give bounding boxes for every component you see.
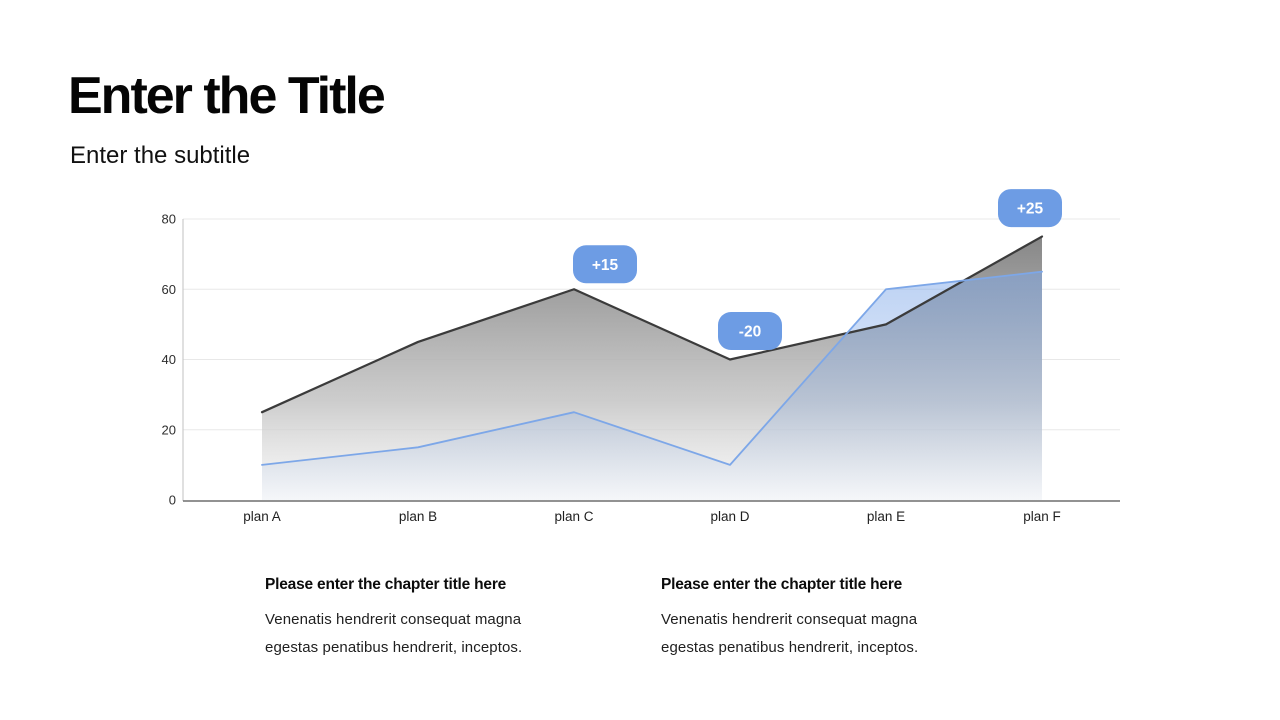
annotation-badge-label: +25 bbox=[1017, 201, 1044, 218]
y-axis-tick-label: 40 bbox=[162, 352, 176, 367]
x-axis-category-label: plan D bbox=[710, 509, 749, 524]
chapter-body-line: egestas penatibus hendrerit, inceptos. bbox=[265, 639, 523, 656]
gray-series-line bbox=[260, 235, 1044, 414]
chapter-block-2: Please enter the chapter title here Vene… bbox=[661, 576, 1021, 662]
annotation-badge-label: -20 bbox=[739, 324, 761, 341]
page-title: Enter the Title bbox=[68, 67, 386, 125]
annotation-badge-background bbox=[573, 245, 637, 284]
annotation-badge: -20 bbox=[718, 312, 782, 350]
y-axis-labels: 0 20 40 60 80 bbox=[162, 212, 176, 508]
x-axis-labels: plan A plan B plan C plan D plan E plan F bbox=[243, 509, 1061, 524]
annotation-badge-label: +15 bbox=[592, 257, 619, 274]
chapter-body-line: Venenatis hendrerit consequat magna bbox=[661, 611, 918, 628]
chapter-body-line: egestas penatibus hendrerit, inceptos. bbox=[661, 639, 919, 656]
x-axis-category-label: plan C bbox=[554, 509, 593, 524]
chapter-title: Please enter the chapter title here bbox=[265, 576, 507, 593]
x-axis-category-label: plan A bbox=[243, 509, 281, 524]
blue-series-line bbox=[261, 270, 1043, 466]
y-axis-tick-label: 0 bbox=[169, 493, 176, 508]
x-axis-category-label: plan E bbox=[867, 509, 905, 524]
chart-gridlines bbox=[183, 218, 1120, 431]
y-axis-tick-label: 60 bbox=[162, 282, 176, 297]
annotation-badge-background bbox=[718, 312, 782, 350]
page-subtitle: Enter the subtitle bbox=[70, 142, 251, 169]
gray-series-area bbox=[262, 236, 1042, 500]
annotation-badge-background bbox=[998, 189, 1062, 228]
chapter-block-1: Please enter the chapter title here Vene… bbox=[265, 576, 625, 662]
annotation-badge: +15 bbox=[573, 245, 637, 284]
chapter-body-line: Venenatis hendrerit consequat magna bbox=[265, 611, 522, 628]
x-axis-category-label: plan F bbox=[1023, 509, 1061, 524]
chart-annotations: +15 -20 +25 bbox=[573, 189, 1062, 350]
annotation-badge: +25 bbox=[998, 189, 1062, 228]
y-axis-tick-label: 20 bbox=[162, 422, 176, 437]
y-axis-tick-label: 80 bbox=[162, 212, 176, 227]
blue-series-area bbox=[262, 271, 1042, 500]
x-axis-category-label: plan B bbox=[399, 509, 437, 524]
chapter-title: Please enter the chapter title here bbox=[661, 576, 903, 593]
